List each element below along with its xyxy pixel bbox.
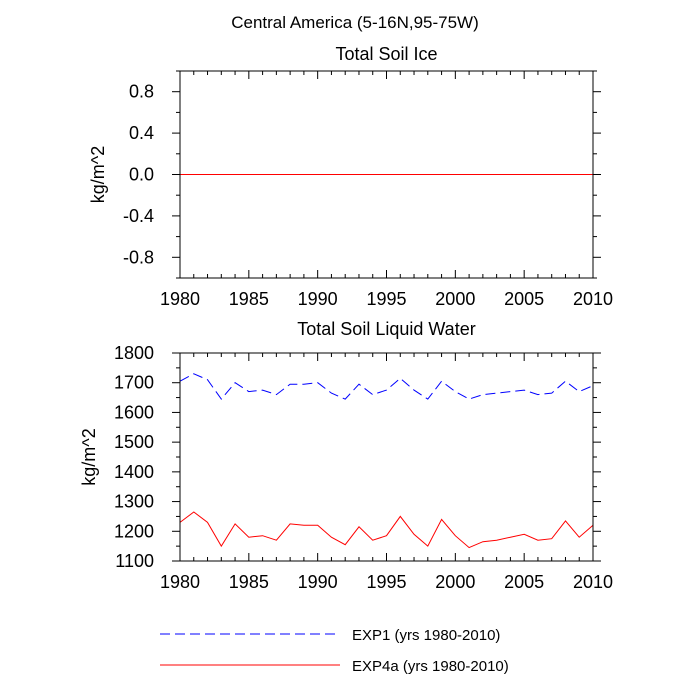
y-tick-label: 1800 bbox=[114, 343, 154, 363]
x-tick-label: 1985 bbox=[229, 572, 269, 592]
x-tick-label: 2005 bbox=[504, 572, 544, 592]
x-tick-label: 1995 bbox=[366, 289, 406, 309]
y-tick-label: 0.4 bbox=[129, 123, 154, 143]
series-line-2 bbox=[179, 511, 594, 549]
x-tick-label: 2000 bbox=[435, 572, 475, 592]
panel-title: Total Soil Liquid Water bbox=[297, 319, 475, 339]
x-tick-label: 2010 bbox=[573, 289, 613, 309]
x-tick-label: 1995 bbox=[366, 572, 406, 592]
y-tick-label: 1400 bbox=[114, 462, 154, 482]
x-tick-label: 1990 bbox=[298, 289, 338, 309]
panel-title: Total Soil Ice bbox=[335, 44, 437, 64]
plot-frame bbox=[179, 352, 594, 562]
y-tick-label: 1300 bbox=[114, 492, 154, 512]
y-tick-label: 1700 bbox=[114, 373, 154, 393]
x-tick-label: 1980 bbox=[160, 289, 200, 309]
x-tick-label: 2010 bbox=[573, 572, 613, 592]
x-tick-label: 1990 bbox=[298, 572, 338, 592]
legend-label-exp4a: EXP4a (yrs 1980-2010) bbox=[352, 658, 509, 675]
y-tick-label: 1600 bbox=[114, 402, 154, 422]
y-tick-label: -0.4 bbox=[123, 206, 154, 226]
y-tick-label: 1200 bbox=[114, 521, 154, 541]
x-tick-label: 1980 bbox=[160, 572, 200, 592]
y-axis-label: kg/m^2 bbox=[88, 146, 108, 203]
chart-panel-1: Total Soil Ice kg/m^2 1980 1985 1990 1995 2000… bbox=[88, 44, 613, 309]
chart-panels: Total Soil Ice kg/m^2 1980 1985 1990 1995 2000… bbox=[79, 44, 613, 592]
x-tick-label: 2000 bbox=[435, 289, 475, 309]
y-axis-label: kg/m^2 bbox=[79, 428, 99, 485]
x-tick-label: 2005 bbox=[504, 289, 544, 309]
series-line-1 bbox=[179, 373, 594, 400]
y-tick-label: 0.8 bbox=[129, 82, 154, 102]
y-tick-label: 1500 bbox=[114, 432, 154, 452]
y-tick-label: 1100 bbox=[115, 551, 154, 571]
legend: EXP1 (yrs 1980-2010) EXP4a (yrs 1980-201… bbox=[160, 627, 509, 675]
chart-panel-2: Total Soil Liquid Water kg/m^2 1980 1985 199… bbox=[79, 319, 613, 592]
figure-title: Central America (5-16N,95-75W) bbox=[231, 13, 479, 32]
y-tick-label: -0.8 bbox=[123, 247, 154, 267]
y-tick-label: 0.0 bbox=[129, 165, 154, 185]
legend-label-exp1: EXP1 (yrs 1980-2010) bbox=[352, 627, 500, 644]
x-tick-label: 1985 bbox=[229, 289, 269, 309]
